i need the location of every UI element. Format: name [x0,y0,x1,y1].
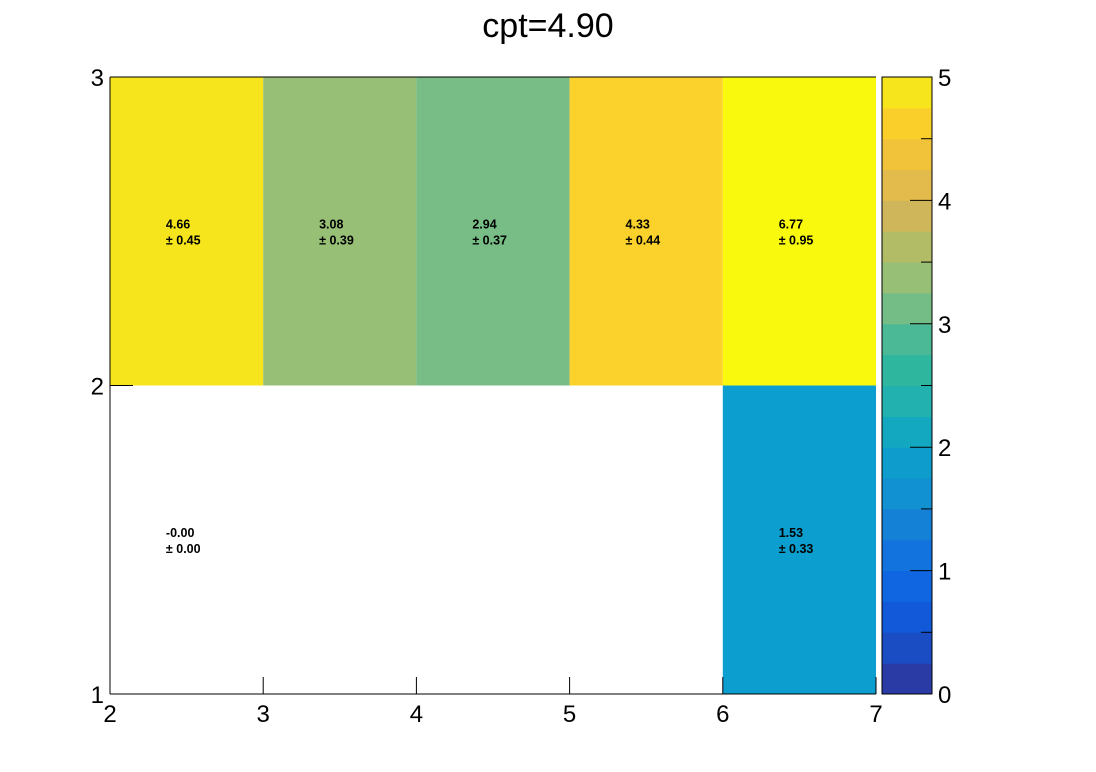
x-tick-label: 7 [869,701,882,728]
cell-error-label: ± 0.44 [626,233,661,247]
x-tick-label: 3 [257,701,270,728]
color-scale-band [882,323,932,356]
color-scale-band [882,231,932,263]
heatmap-cell [263,77,417,386]
cell-value-label: 1.53 [779,526,803,540]
cell-error-label: ± 0.45 [166,233,201,247]
color-scale-band [882,292,932,325]
color-scale-tick-label: 1 [938,559,951,586]
color-scale: 0 1 2 3 4 5 [881,65,951,709]
color-scale-band [882,354,932,386]
color-scale-band [882,169,932,201]
heatmap-cell [110,77,264,386]
heatmap-cell [722,385,876,694]
color-scale-tick-label: 3 [938,312,951,339]
color-scale-band [882,632,932,664]
color-scale-band [882,447,932,479]
color-scale-band [882,107,932,140]
x-tick-label: 5 [563,701,576,728]
color-scale-band [882,478,932,510]
color-scale-band [882,385,932,417]
chart-title: cpt=4.90 [482,7,613,45]
x-tick-label: 4 [410,701,423,728]
color-scale-band [882,663,932,695]
color-scale-tick-label: 0 [938,682,951,709]
color-scale-tick-label: 2 [938,435,951,462]
cell-value-label: 3.08 [319,217,343,231]
color-scale-tick-label: 5 [938,65,951,92]
color-scale-band [882,200,932,232]
heatmap-cell [416,77,570,386]
color-scale-band [882,508,932,541]
heatmap-cell [569,77,723,386]
cell-error-label: ± 0.33 [779,542,814,556]
color-scale-tick-label: 4 [938,188,951,215]
y-tick-label: 2 [91,374,104,401]
heatmap-cells: 4.66 ± 0.45 3.08 ± 0.39 2.94 ± 0.37 4.33 ± 0.44… [110,77,876,694]
color-scale-band [882,570,932,602]
color-scale-band [882,539,932,572]
y-tick-label: 3 [91,65,104,92]
cell-error-label: ± 0.95 [779,233,814,247]
cell-value-label: 4.33 [626,217,650,231]
heatmap-cell [110,385,264,694]
cell-value-label: 2.94 [472,217,496,231]
cell-error-label: ± 0.00 [166,542,201,556]
color-scale-band [882,138,932,171]
cell-value-label: 6.77 [779,217,803,231]
cell-error-label: ± 0.37 [472,233,507,247]
heatmap-cell [722,77,876,386]
cell-value-label: 4.66 [166,217,190,231]
color-scale-band [882,262,932,294]
color-scale-band [882,416,932,448]
x-tick-label: 2 [103,701,116,728]
y-tick-label: 1 [91,682,104,709]
color-scale-band [882,601,932,633]
cell-value-label: -0.00 [166,526,195,540]
cell-error-label: ± 0.39 [319,233,354,247]
color-scale-band [882,77,932,109]
x-tick-label: 6 [716,701,729,728]
